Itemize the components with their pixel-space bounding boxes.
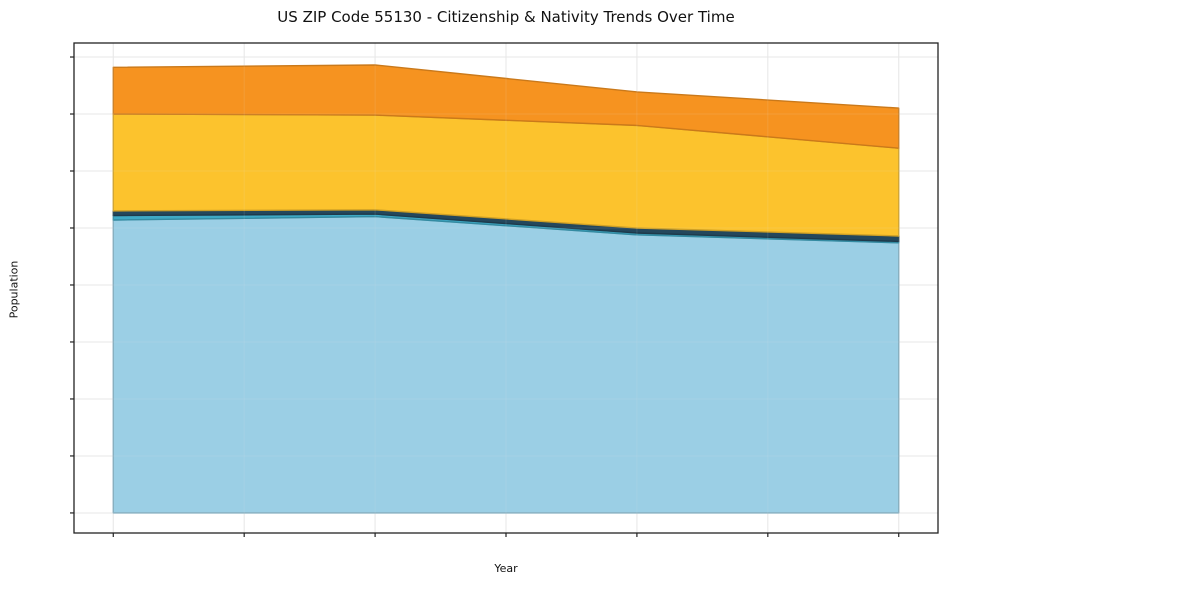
area-series-5 — [112, 64, 900, 149]
y-axis-label: Population — [7, 260, 21, 319]
x-axis-label: Year — [494, 562, 518, 575]
chart-title: US ZIP Code 55130 - Citizenship & Nativi… — [277, 8, 735, 26]
